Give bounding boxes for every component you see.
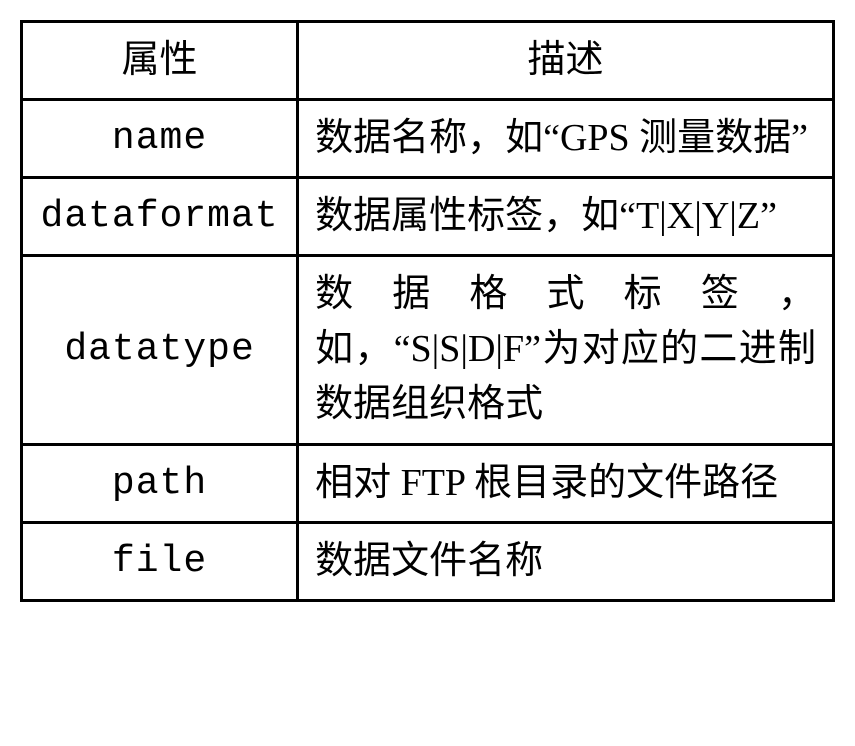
cell-attr: path — [22, 444, 298, 522]
table-row: file 数据文件名称 — [22, 522, 834, 600]
table-row: path 相对 FTP 根目录的文件路径 — [22, 444, 834, 522]
header-attr: 属性 — [22, 22, 298, 100]
cell-attr: dataformat — [22, 178, 298, 256]
table-row: dataformat 数据属性标签，如“T|X|Y|Z” — [22, 178, 834, 256]
cell-desc: 相对 FTP 根目录的文件路径 — [298, 444, 834, 522]
cell-desc: 数据文件名称 — [298, 522, 834, 600]
attributes-table: 属性 描述 name 数据名称，如“GPS 测量数据” dataformat 数… — [20, 20, 835, 602]
cell-desc: 数据名称，如“GPS 测量数据” — [298, 100, 834, 178]
table-row: name 数据名称，如“GPS 测量数据” — [22, 100, 834, 178]
table-row: datatype 数据格式标签，如，“S|S|D|F”为对应的二进制数据组织格式 — [22, 256, 834, 444]
cell-attr: name — [22, 100, 298, 178]
table-header-row: 属性 描述 — [22, 22, 834, 100]
cell-desc: 数据属性标签，如“T|X|Y|Z” — [298, 178, 834, 256]
cell-desc: 数据格式标签，如，“S|S|D|F”为对应的二进制数据组织格式 — [298, 256, 834, 444]
cell-attr: file — [22, 522, 298, 600]
header-desc: 描述 — [298, 22, 834, 100]
cell-attr: datatype — [22, 256, 298, 444]
